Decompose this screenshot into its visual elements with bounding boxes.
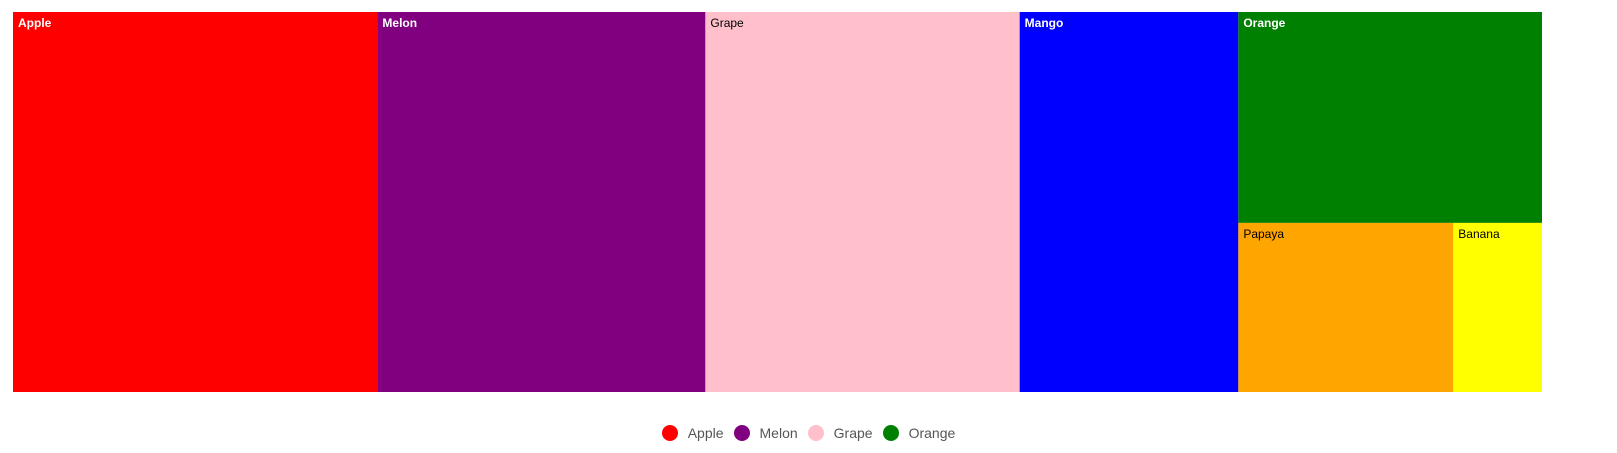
- treemap-node-mango[interactable]: Mango: [1019, 12, 1239, 392]
- legend-swatch-grape: [807, 425, 824, 441]
- treemap-rect-mango[interactable]: [1019, 12, 1239, 392]
- treemap-label-mango: Mango: [1025, 16, 1064, 30]
- treemap-label-papaya: Papaya: [1243, 227, 1284, 241]
- treemap-rect-grape[interactable]: [705, 12, 1020, 392]
- legend-swatch-apple: [661, 425, 678, 441]
- treemap-rect-banana[interactable]: [1453, 222, 1542, 392]
- legend: Apple Melon Grape Orange: [0, 420, 1617, 446]
- treemap-node-banana[interactable]: Banana: [1453, 222, 1542, 392]
- legend-item-apple[interactable]: Apple: [661, 425, 724, 441]
- treemap-node-grape[interactable]: Grape: [705, 12, 1020, 392]
- treemap-label-orange: Orange: [1243, 16, 1285, 30]
- legend-item-grape[interactable]: Grape: [807, 425, 873, 441]
- treemap-node-orange[interactable]: Orange: [1238, 12, 1542, 223]
- legend-item-melon[interactable]: Melon: [733, 425, 798, 441]
- legend-swatch-orange: [882, 425, 899, 441]
- treemap-rect-papaya[interactable]: [1238, 222, 1454, 392]
- treemap-node-apple[interactable]: Apple: [13, 12, 378, 392]
- legend-label-apple: Apple: [687, 425, 724, 441]
- treemap-label-apple: Apple: [18, 16, 52, 30]
- legend-label-orange: Orange: [908, 425, 956, 441]
- treemap-node-papaya[interactable]: Papaya: [1238, 222, 1454, 392]
- legend-item-orange[interactable]: Orange: [882, 425, 956, 441]
- treemap-label-grape: Grape: [710, 16, 744, 30]
- treemap-node-melon[interactable]: Melon: [377, 12, 706, 392]
- treemap-rect-melon[interactable]: [377, 12, 706, 392]
- legend-label-grape: Grape: [833, 425, 873, 441]
- treemap-rect-apple[interactable]: [13, 12, 378, 392]
- legend-swatch-melon: [733, 425, 750, 441]
- treemap-label-banana: Banana: [1458, 227, 1500, 241]
- treemap-rect-orange[interactable]: [1238, 12, 1542, 223]
- treemap-label-melon: Melon: [382, 16, 417, 30]
- legend-label-melon: Melon: [759, 425, 798, 441]
